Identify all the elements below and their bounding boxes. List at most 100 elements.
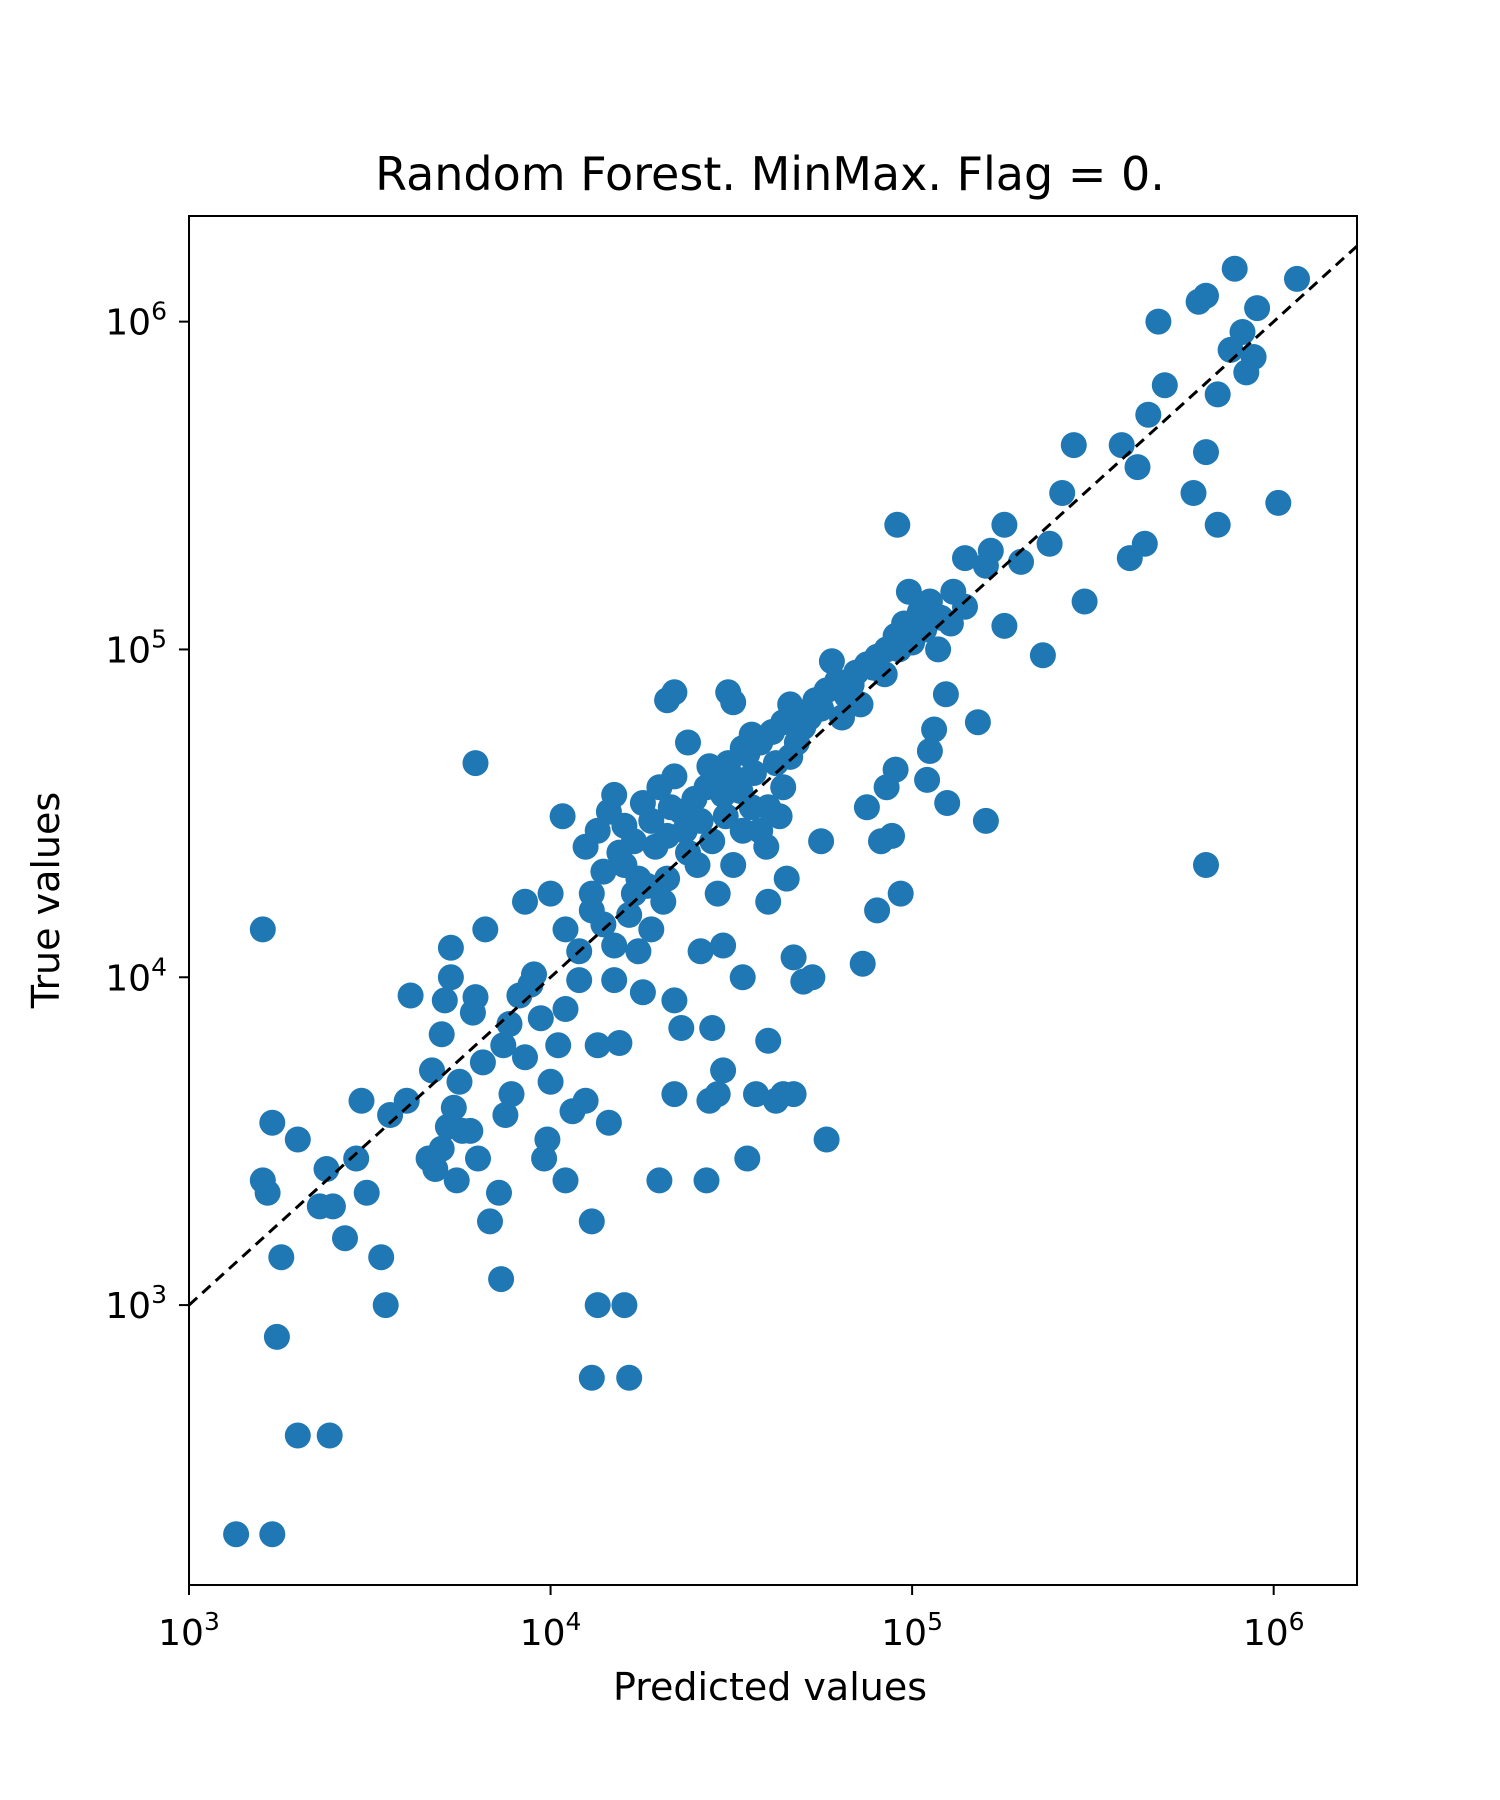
x-tick-label: 103 — [158, 1607, 220, 1654]
data-point — [472, 916, 499, 943]
data-point — [469, 1049, 496, 1076]
data-point — [443, 1167, 470, 1194]
data-point — [914, 766, 941, 793]
data-point — [259, 1109, 286, 1136]
data-point — [911, 616, 938, 643]
reference-line — [187, 244, 1359, 1307]
data-point — [654, 865, 681, 892]
data-point — [657, 794, 684, 821]
data-point — [991, 511, 1018, 538]
data-point — [348, 1087, 375, 1114]
data-point — [934, 790, 961, 816]
data-point — [1233, 359, 1260, 386]
data-point — [755, 888, 782, 915]
data-point — [799, 964, 826, 991]
data-point — [1265, 489, 1292, 516]
data-point — [457, 1117, 484, 1144]
data-point — [766, 803, 793, 830]
data-point — [699, 828, 726, 855]
data-point — [1036, 530, 1063, 557]
data-point — [704, 1081, 731, 1108]
data-point — [740, 760, 767, 786]
y-axis-label: True values — [24, 792, 68, 1009]
data-point — [1131, 530, 1158, 557]
data-point — [1135, 401, 1162, 428]
data-point — [925, 636, 952, 663]
data-point — [492, 1102, 519, 1128]
data-point — [720, 689, 747, 716]
data-point — [808, 828, 835, 855]
data-point — [343, 1145, 370, 1172]
data-point — [642, 833, 669, 860]
data-point — [601, 967, 628, 994]
data-point — [693, 1167, 720, 1194]
data-point — [259, 1521, 286, 1548]
x-axis-ticks: 103 104 105 106 — [158, 1585, 1305, 1654]
data-point — [601, 781, 628, 808]
chart-title: Random Forest. MinMax. Flag = 0. — [375, 147, 1165, 201]
data-point — [661, 1081, 688, 1108]
data-point — [446, 1068, 473, 1095]
data-point — [1151, 372, 1178, 399]
x-tick-label: 106 — [1243, 1607, 1305, 1654]
data-point — [552, 916, 579, 943]
y-tick-label: 103 — [105, 1280, 167, 1327]
data-point — [755, 1027, 782, 1054]
data-point — [313, 1156, 340, 1182]
data-point — [777, 743, 804, 770]
data-point — [991, 612, 1018, 639]
data-point — [1244, 295, 1271, 322]
data-point — [601, 932, 628, 959]
data-point — [849, 950, 876, 977]
data-point — [595, 1109, 622, 1136]
data-point — [661, 987, 688, 1014]
data-point — [921, 716, 948, 743]
data-point — [829, 704, 855, 731]
data-point — [661, 679, 688, 706]
data-point — [1221, 255, 1248, 282]
x-tick-label: 104 — [520, 1607, 582, 1654]
data-point — [661, 763, 688, 790]
data-point — [813, 1126, 840, 1153]
data-point — [490, 1032, 517, 1059]
data-point — [440, 1094, 467, 1121]
data-point — [671, 817, 698, 844]
data-point — [486, 1179, 512, 1206]
data-point — [284, 1422, 311, 1449]
data-point — [675, 729, 701, 756]
x-axis-label: Predicted values — [613, 1665, 927, 1709]
scatter-points — [223, 255, 1310, 1548]
data-point — [646, 1167, 673, 1194]
data-point — [818, 648, 845, 675]
data-point — [263, 1323, 290, 1350]
data-point — [584, 817, 611, 844]
data-point — [249, 916, 276, 943]
data-point — [853, 794, 880, 821]
data-point — [353, 1179, 380, 1206]
data-point — [684, 852, 711, 878]
data-point — [590, 858, 617, 885]
data-point — [549, 803, 576, 830]
data-point — [696, 753, 723, 780]
data-point — [465, 1145, 491, 1172]
plot-frame — [188, 215, 1358, 1586]
data-point — [1108, 432, 1135, 459]
data-point — [710, 1057, 737, 1084]
data-point — [1204, 381, 1231, 408]
data-point — [488, 1266, 515, 1293]
data-point — [512, 888, 538, 915]
data-point — [699, 1015, 726, 1041]
data-point — [773, 865, 800, 892]
data-point — [884, 511, 911, 538]
data-point — [780, 1081, 807, 1108]
data-point — [1008, 548, 1034, 575]
data-point — [419, 1057, 445, 1084]
data-point — [734, 1145, 761, 1172]
data-point — [977, 537, 1004, 564]
data-point — [422, 1156, 449, 1182]
data-point — [864, 897, 891, 924]
data-point — [368, 1244, 395, 1271]
data-point — [727, 778, 754, 804]
data-point — [738, 721, 765, 748]
data-point — [777, 691, 804, 718]
